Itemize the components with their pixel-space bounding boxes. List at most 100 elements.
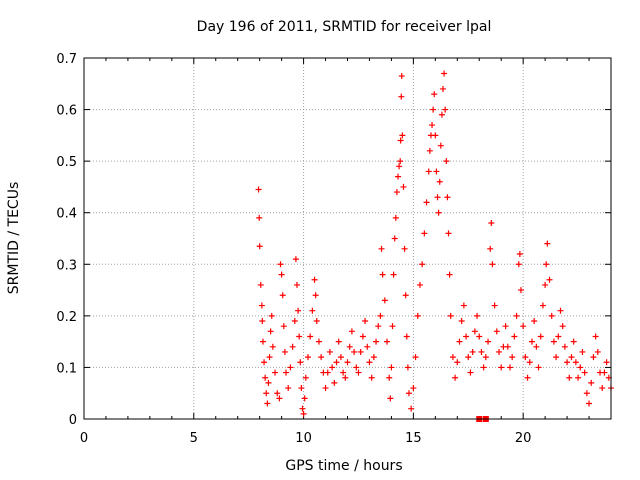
data-point xyxy=(476,333,483,340)
data-point xyxy=(446,271,453,278)
data-point xyxy=(478,348,485,355)
data-point xyxy=(438,111,445,118)
data-point xyxy=(572,359,579,366)
tick-labels: 0 5 10 15 20 0 0.1 0.2 0.3 0.4 0.5 0.6 0.7 xyxy=(56,52,531,446)
data-point xyxy=(264,400,271,407)
data-point xyxy=(261,359,268,366)
data-point xyxy=(289,343,296,350)
data-point xyxy=(263,390,270,397)
data-point xyxy=(522,354,529,361)
data-point xyxy=(452,374,459,381)
data-point xyxy=(313,318,320,325)
data-point xyxy=(329,364,336,371)
data-point xyxy=(401,245,408,252)
data-point xyxy=(331,379,338,386)
data-point xyxy=(398,93,405,100)
data-point xyxy=(274,390,281,397)
y-tick-label: 0.4 xyxy=(56,207,77,222)
x-axis-label: GPS time / hours xyxy=(285,458,402,474)
data-point xyxy=(391,235,398,242)
data-point xyxy=(255,186,262,193)
data-point xyxy=(342,374,349,381)
x-tick-label: 0 xyxy=(80,431,88,446)
data-point xyxy=(359,333,366,340)
data-point xyxy=(416,281,423,288)
data-point xyxy=(431,91,438,98)
data-point xyxy=(396,163,403,170)
y-tick-label: 0.5 xyxy=(56,155,77,170)
data-point xyxy=(400,183,407,190)
data-point xyxy=(471,328,478,335)
data-point xyxy=(296,333,303,340)
data-point xyxy=(279,292,286,299)
data-point xyxy=(594,348,601,355)
data-point xyxy=(375,323,382,330)
data-point xyxy=(322,385,329,392)
data-point xyxy=(465,354,472,361)
data-point xyxy=(398,73,405,80)
data-point xyxy=(412,354,419,361)
data-point xyxy=(568,354,575,361)
data-point xyxy=(256,214,263,221)
data-point xyxy=(266,354,273,361)
data-point xyxy=(449,354,456,361)
data-point xyxy=(458,318,465,325)
data-point xyxy=(381,297,388,304)
data-point xyxy=(402,292,409,299)
data-point xyxy=(579,348,586,355)
data-point xyxy=(276,395,283,402)
data-point xyxy=(467,369,474,376)
data-point xyxy=(377,312,384,319)
data-point xyxy=(502,323,509,330)
data-point xyxy=(504,343,511,350)
data-point xyxy=(601,369,608,376)
data-point xyxy=(309,307,316,314)
data-point xyxy=(488,220,495,227)
data-point xyxy=(544,240,551,247)
y-tick-label: 0.2 xyxy=(56,310,77,325)
data-point xyxy=(326,348,333,355)
data-point xyxy=(491,302,498,309)
data-point xyxy=(272,369,279,376)
data-point xyxy=(373,338,380,345)
data-point xyxy=(311,276,318,283)
data-point xyxy=(586,400,593,407)
data-point xyxy=(520,323,527,330)
data-point xyxy=(425,168,432,175)
data-point xyxy=(442,106,449,113)
data-point xyxy=(434,194,441,201)
data-point xyxy=(419,261,426,268)
data-point xyxy=(463,333,470,340)
data-point xyxy=(421,230,428,237)
data-point xyxy=(278,271,285,278)
data-point xyxy=(553,354,560,361)
data-point xyxy=(566,374,573,381)
x-tick-label: 10 xyxy=(295,431,312,446)
data-point xyxy=(511,333,518,340)
data-point xyxy=(485,338,492,345)
data-point xyxy=(404,364,411,371)
data-point xyxy=(301,395,308,402)
data-point xyxy=(307,333,314,340)
data-point xyxy=(588,379,595,386)
data-point xyxy=(300,410,307,417)
data-point xyxy=(435,209,442,216)
data-point xyxy=(575,374,582,381)
data-point xyxy=(304,354,311,361)
data-point xyxy=(386,374,393,381)
data-point xyxy=(362,318,369,325)
data-point xyxy=(302,374,309,381)
data-point xyxy=(364,343,371,350)
data-point xyxy=(366,359,373,366)
data-point xyxy=(546,276,553,283)
data-point xyxy=(414,312,421,319)
data-point xyxy=(515,261,522,268)
data-point xyxy=(437,142,444,149)
data-point xyxy=(603,359,610,366)
data-point xyxy=(265,379,272,386)
data-point xyxy=(496,348,503,355)
data-point xyxy=(346,343,353,350)
data-point xyxy=(340,369,347,376)
data-point xyxy=(410,385,417,392)
